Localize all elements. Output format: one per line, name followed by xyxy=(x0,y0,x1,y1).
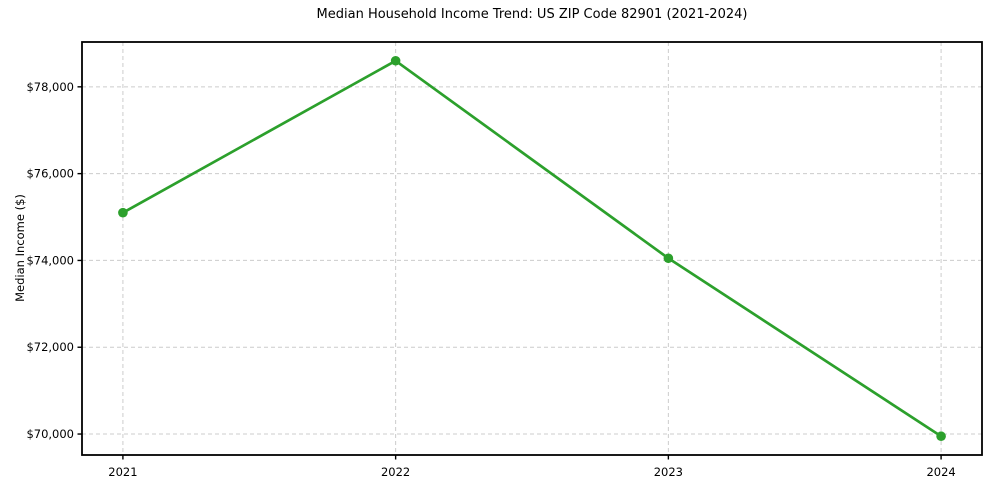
y-tick-label: $72,000 xyxy=(26,340,74,354)
y-tick-label: $76,000 xyxy=(26,167,74,181)
data-point-2024 xyxy=(936,431,946,442)
x-tick-label: 2023 xyxy=(654,465,683,479)
x-tick-label: 2021 xyxy=(108,465,137,479)
x-tick-label: 2024 xyxy=(926,465,955,479)
trend-line xyxy=(121,59,943,438)
data-point-2022 xyxy=(390,55,401,66)
plot-border xyxy=(81,41,983,456)
y-tick-label: $78,000 xyxy=(26,80,74,94)
y-tick-label: $70,000 xyxy=(26,427,74,441)
x-tick-label: 2022 xyxy=(381,465,410,479)
data-point-2021 xyxy=(118,207,128,218)
chart-title: Median Household Income Trend: US ZIP Co… xyxy=(316,7,748,22)
data-point-2023 xyxy=(663,253,674,264)
y-tick-label: $74,000 xyxy=(26,253,74,267)
